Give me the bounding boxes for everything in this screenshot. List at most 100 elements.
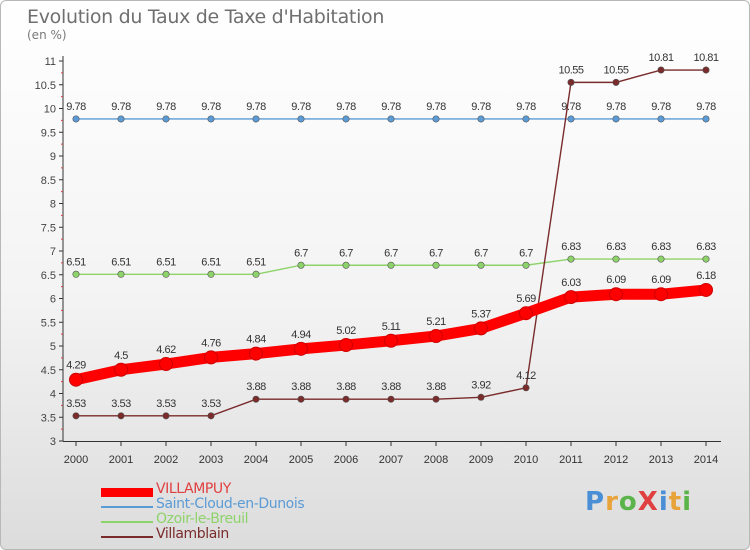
x-tick-label: 2004 bbox=[244, 454, 268, 466]
data-label: 3.53 bbox=[111, 398, 131, 410]
data-point bbox=[522, 384, 530, 392]
data-point bbox=[72, 270, 80, 278]
data-point bbox=[519, 306, 533, 321]
data-label: 3.88 bbox=[426, 381, 446, 393]
data-label: 9.78 bbox=[426, 101, 446, 113]
y-tick-label: 11 bbox=[45, 56, 56, 68]
legend-label: Villamblain bbox=[156, 526, 229, 542]
data-label: 6.51 bbox=[111, 256, 131, 268]
data-point bbox=[612, 115, 620, 123]
data-point bbox=[387, 261, 395, 269]
y-tick-label: 4 bbox=[50, 389, 56, 401]
data-point bbox=[522, 115, 530, 123]
data-point bbox=[702, 115, 710, 123]
data-point bbox=[297, 261, 305, 269]
y-tick-label: 6.5 bbox=[41, 270, 56, 282]
data-point bbox=[477, 393, 485, 401]
data-point bbox=[432, 115, 440, 123]
legend-swatch bbox=[101, 506, 153, 508]
data-point bbox=[252, 395, 260, 403]
y-tick-label: 7.5 bbox=[41, 222, 56, 234]
data-point bbox=[72, 412, 80, 420]
data-point bbox=[252, 270, 260, 278]
data-label: 6.03 bbox=[561, 277, 581, 289]
data-point bbox=[339, 338, 353, 353]
data-point bbox=[657, 66, 665, 74]
data-point bbox=[162, 115, 170, 123]
data-point bbox=[699, 282, 713, 297]
series-ozoir-le-breuil: 6.51 6.51 6.51 6.51 6.51 6.7 6.7 6.7 6.7 6.7 6.7 6.… bbox=[66, 241, 717, 278]
data-label: 3.88 bbox=[246, 381, 266, 393]
y-tick-label: 9 bbox=[50, 151, 56, 163]
data-label: 10.81 bbox=[648, 52, 673, 64]
data-point bbox=[612, 255, 620, 263]
x-tick-label: 2007 bbox=[379, 454, 403, 466]
data-label: 4.94 bbox=[291, 329, 311, 341]
data-label: 4.29 bbox=[66, 360, 86, 372]
x-tick-label: 2013 bbox=[649, 454, 673, 466]
data-label: 10.55 bbox=[558, 64, 583, 76]
data-label: 5.37 bbox=[471, 308, 491, 320]
data-label: 6.51 bbox=[156, 256, 176, 268]
data-point bbox=[69, 372, 83, 387]
data-point bbox=[252, 115, 260, 123]
data-label: 6.83 bbox=[606, 241, 626, 253]
data-point bbox=[567, 255, 575, 263]
data-label: 9.78 bbox=[291, 101, 311, 113]
y-tick-label: 9.5 bbox=[41, 127, 56, 139]
data-label: 6.83 bbox=[561, 241, 581, 253]
data-point bbox=[609, 287, 623, 302]
logo-letter: r bbox=[605, 487, 619, 517]
data-point bbox=[384, 333, 398, 348]
data-label: 6.51 bbox=[66, 256, 86, 268]
data-point bbox=[612, 78, 620, 86]
x-tick-label: 2010 bbox=[514, 454, 538, 466]
data-point bbox=[702, 255, 710, 263]
data-label: 4.76 bbox=[201, 337, 221, 349]
data-point bbox=[207, 115, 215, 123]
data-label: 3.53 bbox=[66, 398, 86, 410]
legend-swatch bbox=[101, 521, 153, 523]
data-point bbox=[297, 115, 305, 123]
data-label: 6.51 bbox=[201, 256, 221, 268]
data-point bbox=[522, 261, 530, 269]
data-point bbox=[477, 261, 485, 269]
data-label: 5.21 bbox=[426, 316, 446, 328]
data-point bbox=[387, 115, 395, 123]
legend-label: Saint-Cloud-en-Dunois bbox=[156, 496, 305, 512]
x-tick-label: 2014 bbox=[694, 454, 718, 466]
logo-letter: X bbox=[637, 487, 659, 517]
data-point bbox=[567, 115, 575, 123]
data-label: 3.88 bbox=[336, 381, 356, 393]
data-label: 6.83 bbox=[651, 241, 671, 253]
data-label: 9.78 bbox=[381, 101, 401, 113]
data-label: 3.88 bbox=[381, 381, 401, 393]
data-label: 6.7 bbox=[384, 247, 398, 259]
x-tick-label: 2000 bbox=[64, 454, 88, 466]
data-point bbox=[342, 395, 350, 403]
series-villampuy: 4.29 4.5 4.62 4.76 4.84 4.94 5.02 5.11 5.21 5.37 5… bbox=[66, 270, 717, 387]
data-point bbox=[432, 395, 440, 403]
data-point bbox=[297, 395, 305, 403]
data-label: 9.78 bbox=[561, 101, 581, 113]
data-point bbox=[342, 115, 350, 123]
chart-title: Evolution du Taux de Taxe d'Habitation bbox=[27, 6, 385, 28]
data-label: 10.81 bbox=[693, 52, 718, 64]
data-label: 6.7 bbox=[339, 247, 353, 259]
data-point bbox=[207, 270, 215, 278]
data-label: 9.78 bbox=[516, 101, 536, 113]
data-point bbox=[429, 329, 443, 344]
y-tick-label: 8 bbox=[50, 199, 56, 211]
data-point bbox=[702, 66, 710, 74]
data-point bbox=[159, 357, 173, 372]
x-tick-label: 2002 bbox=[154, 454, 178, 466]
data-point bbox=[387, 395, 395, 403]
legend-label: Ozoir-le-Breuil bbox=[156, 511, 249, 527]
data-point bbox=[117, 412, 125, 420]
data-label: 6.09 bbox=[606, 274, 626, 286]
data-label: 4.84 bbox=[246, 334, 266, 346]
data-label: 6.09 bbox=[651, 274, 671, 286]
data-label: 6.51 bbox=[246, 256, 266, 268]
